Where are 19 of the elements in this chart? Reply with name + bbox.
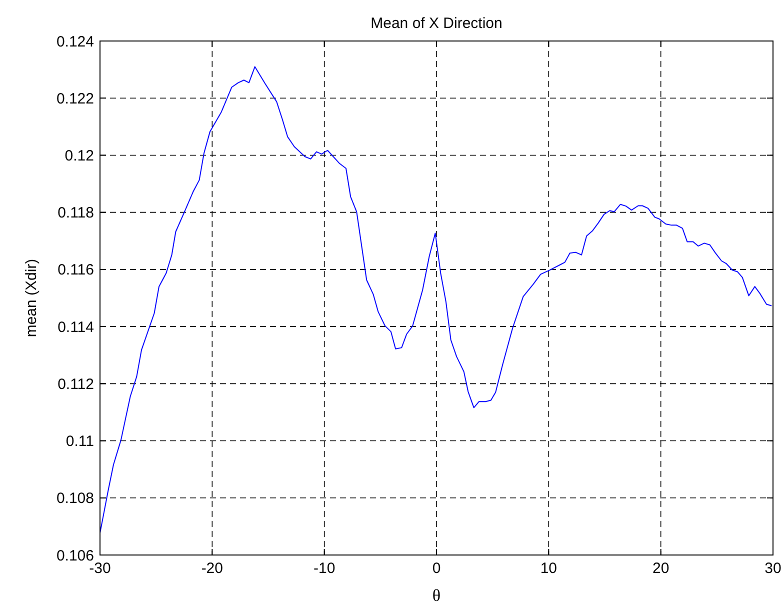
- x-axis-title: θ: [432, 586, 441, 605]
- x-tick-label: 0: [432, 560, 441, 577]
- y-tick-label: 0.112: [58, 376, 94, 393]
- x-tick-label: -10: [313, 560, 336, 577]
- y-axis-title: mean (Xdir): [23, 258, 40, 338]
- y-tick-label: 0.124: [56, 33, 94, 50]
- x-tick-label: -20: [201, 560, 224, 577]
- chart-title: Mean of X Direction: [370, 15, 502, 32]
- y-tick-label: 0.122: [56, 90, 94, 108]
- y-tick-label: 0.12: [64, 147, 94, 164]
- x-tick-label: 30: [764, 560, 782, 577]
- y-tick-label: 0.118: [58, 204, 94, 222]
- line-series: [100, 66, 772, 534]
- y-tick-label: 0.116: [58, 262, 94, 279]
- x-tick-label: 20: [652, 560, 670, 577]
- x-tick-label: 10: [540, 560, 558, 577]
- y-tick-label: 0.114: [58, 318, 94, 336]
- y-tick-label: 0.11: [66, 433, 94, 450]
- y-tick-label: 0.108: [56, 490, 94, 508]
